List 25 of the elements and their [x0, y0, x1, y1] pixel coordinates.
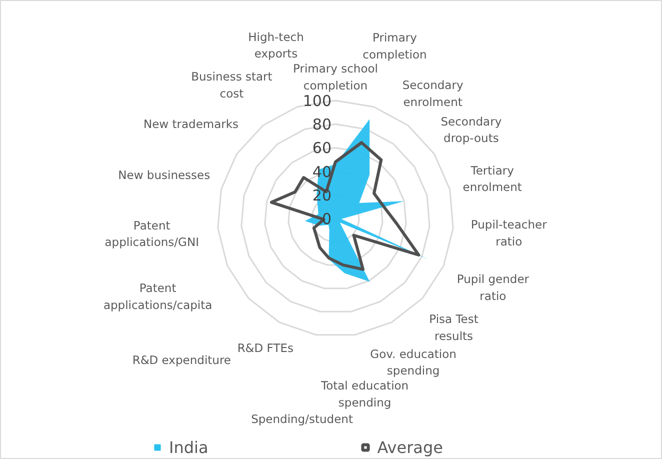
- spoke-label: R&D expenditure: [132, 353, 231, 368]
- spoke-label: Pisa Test results: [429, 312, 479, 343]
- y-tick-label: 100: [302, 92, 332, 110]
- spoke-label: High-tech exports: [248, 30, 304, 61]
- spoke-label: New trademarks: [144, 117, 239, 132]
- spoke-label: Business start cost: [191, 70, 273, 101]
- spoke-label: Pupil-teacher ratio: [470, 217, 548, 248]
- y-tick-label: 60: [312, 139, 332, 158]
- y-tick-label: 0: [322, 210, 332, 228]
- y-tick-label: 80: [312, 116, 332, 134]
- spoke-label: Patent applications/GNI: [104, 218, 199, 250]
- spoke-label: R&D FTEs: [237, 341, 294, 356]
- spoke-label: Gov. education spending: [370, 346, 456, 378]
- legend-label: India: [169, 438, 208, 456]
- spoke-label: Tertiary enrolment: [462, 163, 522, 194]
- legend-label: Average: [377, 438, 443, 456]
- spoke-label: New businesses: [118, 168, 210, 182]
- spoke-label: Pupil gender ratio: [456, 272, 530, 303]
- spoke-label: Total education spending: [320, 378, 409, 410]
- spoke-label: Patent applications/capita: [103, 281, 212, 312]
- spoke-label: Spending/student: [251, 412, 354, 426]
- spoke-label: Secondary enrolment: [402, 78, 464, 109]
- spoke-label: Primary school completion: [293, 62, 378, 93]
- spoke-label: Primary completion: [362, 30, 427, 62]
- spoke-label: Secondary drop-outs: [440, 114, 502, 146]
